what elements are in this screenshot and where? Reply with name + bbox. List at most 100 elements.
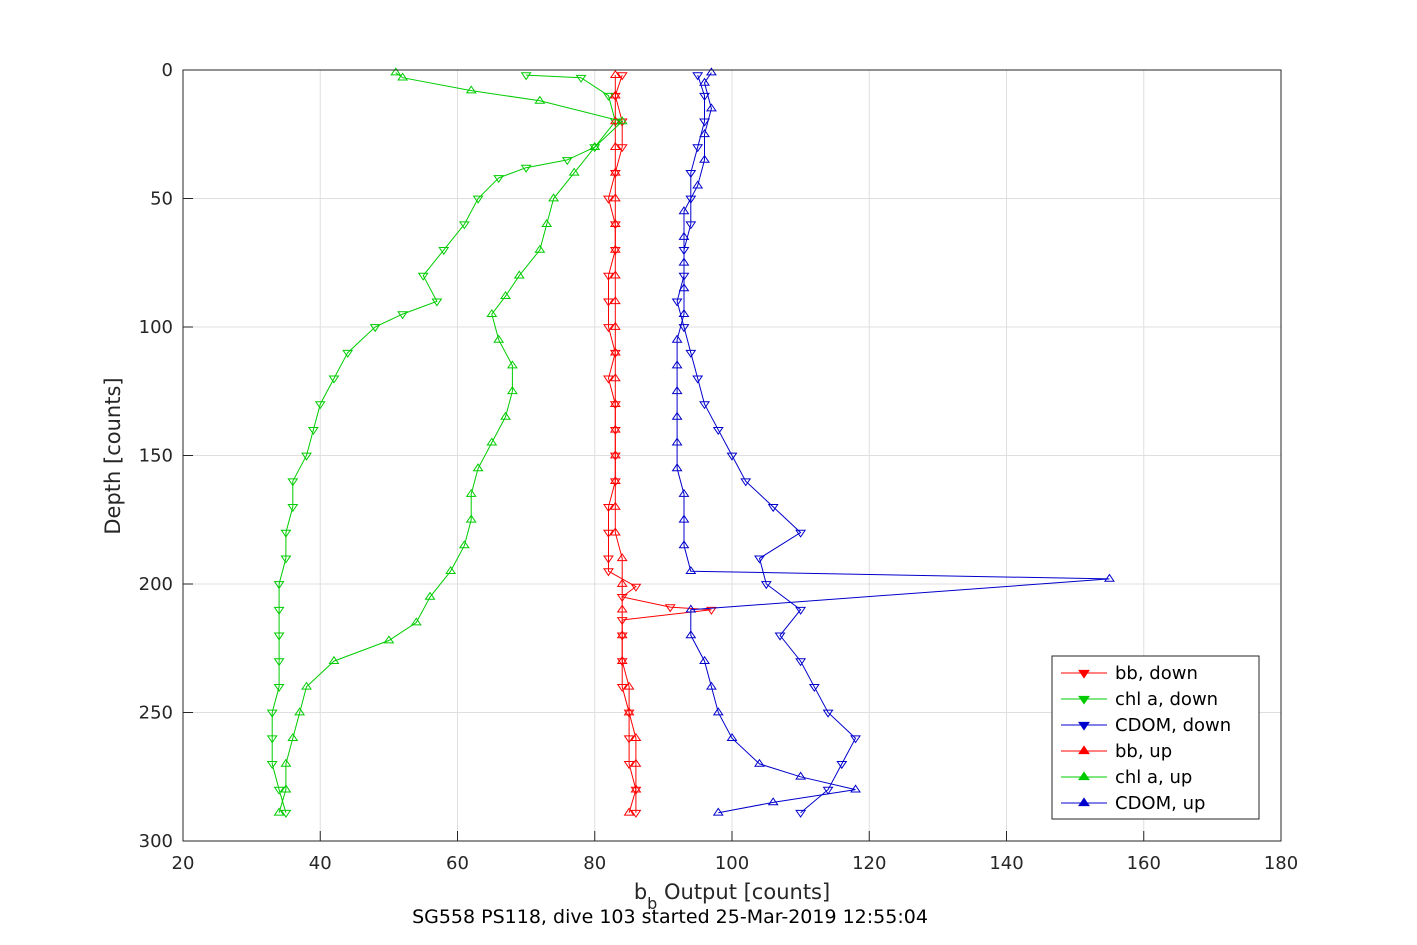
data-point [795,658,807,667]
legend-box [1051,655,1260,820]
data-point [754,555,765,564]
data-point [520,164,532,173]
data-point [603,298,614,307]
data-point [506,386,518,395]
data-point [609,270,621,279]
data-point [500,290,511,300]
y-tick-label: 100 [139,317,173,338]
data-point [609,450,621,459]
x-tick-label: 20 [172,853,195,874]
data-point [294,707,306,716]
data-point [603,195,614,204]
x-axis-title-subscript: b [647,894,657,913]
series-line [278,72,624,813]
data-point [301,681,312,690]
data-point [575,74,587,83]
data-point [513,270,525,279]
data-point [287,504,299,513]
data-point [705,67,717,76]
data-point [273,807,285,816]
legend-entry: chl a, up [1061,767,1192,788]
data-point [630,784,642,793]
data-point [266,735,278,744]
data-point [493,175,505,184]
x-tick-label: 160 [1127,853,1161,874]
data-point [609,373,621,382]
series-layer [266,67,1115,818]
data-point [616,118,628,127]
data-point [664,604,676,613]
data-point [342,349,354,358]
data-point [671,360,683,369]
legend-marker [1078,695,1090,705]
data-point [754,758,765,767]
series-cdom-up [671,67,1115,816]
data-point [623,735,635,744]
data-point [280,529,292,538]
data-point [458,221,470,230]
data-point [301,452,312,461]
data-point [486,308,498,317]
x-tick-label: 40 [309,853,332,874]
series-bb-down [603,72,717,818]
data-point [678,308,690,317]
data-point [692,72,704,81]
data-point [280,784,292,793]
legend-entry: CDOM, down [1061,715,1231,736]
data-point [609,501,621,510]
data-point [678,514,690,523]
data-point [280,555,292,564]
axis-ticks: 20 40 60 80 100 120 140 160 180 0 50 100 150 200 250 30… [139,60,1299,874]
data-point [623,807,635,816]
data-point [609,90,621,99]
data-point [273,786,285,795]
data-point [850,784,861,793]
legend-label: CDOM, up [1115,793,1205,814]
legend-label: CDOM, down [1115,715,1231,736]
data-point [692,144,704,153]
series-chl-a-up [273,67,628,816]
data-point [692,375,704,384]
data-point [307,426,319,435]
data-point [280,758,292,767]
data-point [795,606,807,615]
data-point [699,655,710,664]
data-point [836,761,848,770]
series-line [676,72,1110,814]
data-point [740,478,752,487]
data-point [328,375,340,384]
data-point [445,565,457,574]
data-point [795,771,807,780]
data-point [671,463,683,472]
data-point [486,437,498,446]
y-tick-label: 150 [139,446,173,467]
data-point [671,411,683,420]
data-point [609,527,621,536]
data-point [616,116,628,125]
data-point [685,195,697,204]
data-point [472,463,484,472]
data-point [266,761,278,770]
data-point [603,504,614,513]
data-point [705,681,717,690]
data-point [472,195,484,204]
legend: bb, down chl a, down CDOM, down bb, up chl a… [1051,655,1260,820]
data-point [534,244,546,253]
data-point [273,658,285,667]
data-point [630,583,642,592]
legend-entry: bb, down [1061,663,1198,684]
series-cdom-down [671,72,861,818]
data-point [390,67,402,76]
y-axis-title: Depth [counts] [101,377,125,534]
legend-marker [1078,771,1090,781]
x-tick-label: 80 [583,853,606,874]
data-point [685,604,697,613]
data-point [699,401,710,410]
data-point [671,334,683,343]
data-point [273,606,285,615]
legend-entry: chl a, down [1061,689,1218,710]
data-point [273,581,285,590]
data-point [726,452,738,461]
data-point [603,375,614,384]
